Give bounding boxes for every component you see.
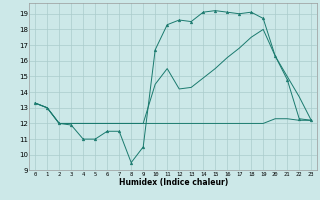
X-axis label: Humidex (Indice chaleur): Humidex (Indice chaleur)	[119, 178, 228, 187]
